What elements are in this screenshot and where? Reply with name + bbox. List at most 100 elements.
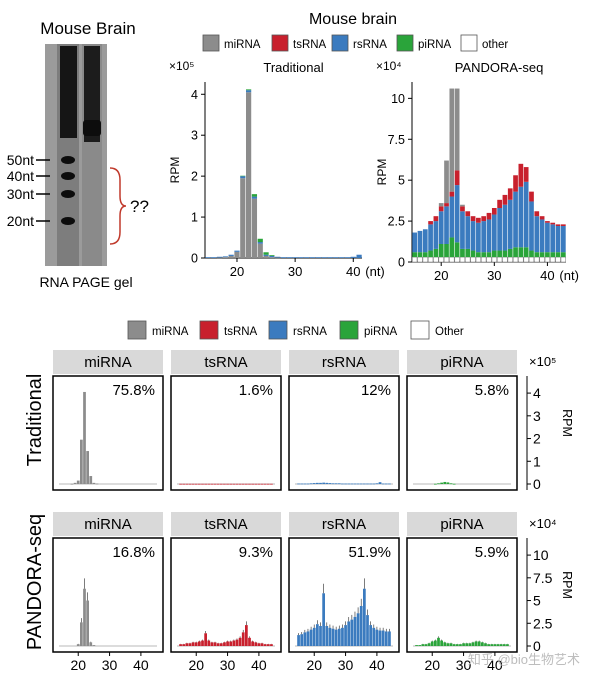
gel-question: ?? — [130, 197, 149, 216]
facet-bar-trad-tsrna — [241, 483, 245, 485]
facet-bar-trad-tsrna — [185, 483, 189, 485]
facet-bar-trad-tsrna — [201, 483, 204, 485]
pandora-bar-tsrna — [454, 170, 460, 186]
facet-bar-trad-tsrna — [248, 483, 251, 485]
facet-bar-pandora-rsrna — [388, 631, 391, 646]
pandora-bar-tsrna — [529, 191, 534, 202]
facet-strip-trad-tsrna — [171, 350, 281, 374]
facet-bar-pandora-pirna — [427, 643, 431, 646]
pandora-bar-tsrna — [476, 217, 481, 223]
pandora-bar-pirna — [497, 250, 502, 258]
pandora-bar-other — [539, 256, 545, 263]
traditional-bar-pirna — [251, 194, 258, 197]
traditional-bar-mirna — [228, 255, 234, 258]
facet-bar-trad-pirna — [437, 483, 440, 485]
facet-bar-trad-tsrna — [204, 483, 207, 485]
facet-bar-pandora-rsrna — [378, 630, 382, 646]
facet-bar-pandora-pirna — [490, 644, 494, 646]
facet-bar-pandora-rsrna — [331, 628, 335, 646]
facet-bar-trad-tsrna — [207, 483, 211, 485]
pandora-bar-mirna — [460, 204, 465, 207]
pandora-bar-rsrna — [417, 230, 423, 253]
facet-bar-pandora-tsrna — [263, 644, 267, 646]
facet-bar-trad-rsrna — [359, 483, 363, 485]
facet-percent-pandora-rsrna: 51.9% — [348, 544, 391, 561]
facet-bar-trad-pirna — [452, 483, 456, 485]
facet-bar-pandora-rsrna — [303, 632, 307, 646]
traditional-bar-mirna — [216, 257, 223, 259]
facet-bar-trad-pirna — [443, 481, 447, 484]
facet-bar-pandora-tsrna — [204, 633, 207, 646]
traditional-chart: Traditional ×10⁵ RPM 0 1 2 3 4 20 30 40 (nt) — [168, 59, 385, 279]
facet-bar-trad-tsrna — [229, 483, 233, 485]
pandora-y-exponent: ×10⁴ — [376, 59, 402, 73]
pandora-bar-other — [417, 256, 423, 263]
facet-bar-trad-tsrna — [216, 483, 220, 485]
pandora-ytick-label: 2.5 — [388, 215, 405, 229]
facet-grid: Traditional miRNA 75.8% tsRNA 1.6% rsRNA 12% pi… — [24, 350, 574, 673]
facet-percent-trad-rsrna: 12% — [361, 382, 391, 399]
traditional-xtick-label: 20 — [230, 264, 244, 279]
pandora-bar-rsrna — [470, 221, 476, 251]
traditional-bar-rsrna — [205, 257, 211, 258]
traditional-bar-mirna — [257, 243, 263, 258]
facet-ytick-label-pandora: 5 — [533, 593, 541, 609]
facet-xtick-label-pandora-pirna: 30 — [456, 657, 472, 673]
pandora-bar-rsrna — [555, 226, 561, 253]
traditional-ytick-label: 2 — [191, 170, 198, 184]
facet-bar-pandora-pirna — [418, 645, 422, 646]
pandora-ytick-label: 7.5 — [388, 133, 405, 147]
facet-bar-trad-rsrna — [309, 483, 313, 485]
traditional-ytick-label: 4 — [191, 88, 198, 102]
traditional-bar-rsrna — [350, 256, 356, 258]
pandora-bar-tsrna — [539, 216, 545, 220]
pandora-bar-pirna — [438, 244, 444, 258]
pandora-bar-rsrna — [497, 208, 502, 251]
facet-bar-pandora-pirna — [471, 642, 475, 646]
facet-bar-trad-tsrna — [219, 483, 223, 485]
facet-bar-pandora-tsrna — [229, 641, 233, 646]
facet-bar-pandora-rsrna — [375, 629, 379, 646]
facet-bar-pandora-pirna — [462, 643, 465, 646]
traditional-bar-pirna — [263, 252, 269, 255]
facet-ytick-label-trad: 4 — [533, 385, 541, 401]
traditional-xtick-label: 30 — [288, 264, 302, 279]
facet-title-pandora-pirna: piRNA — [440, 516, 483, 533]
pandora-ytick-label: 10 — [391, 92, 405, 106]
facet-bar-pandora-pirna — [502, 644, 506, 646]
pandora-bar-tsrna — [550, 222, 556, 225]
pandora-bar-tsrna — [555, 224, 561, 226]
pandora-bar-rsrna — [545, 222, 550, 253]
pandora-bar-tsrna — [507, 188, 513, 200]
facet-bar-trad-rsrna — [353, 483, 357, 485]
pandora-bar-rsrna — [422, 229, 428, 253]
facet-bar-trad-rsrna — [334, 483, 338, 485]
pandora-bar-rsrna — [412, 232, 418, 253]
facet-bar-trad-rsrna — [297, 483, 300, 485]
facet-xtick-label-pandora-pirna: 20 — [424, 657, 440, 673]
marker-label-20nt: 20nt — [7, 213, 34, 229]
traditional-bar-rsrna — [234, 250, 240, 252]
facet-panel-pandora-tsrna — [170, 537, 282, 653]
facet-panel-trad-rsrna — [288, 375, 400, 491]
traditional-y-exponent: ×10⁵ — [169, 59, 194, 73]
traditional-bar-rsrna — [286, 257, 292, 258]
facet-bar-pandora-mirna — [89, 642, 93, 646]
facet-bar-trad-tsrna — [182, 483, 186, 485]
pandora-bar-mirna — [438, 203, 444, 207]
traditional-bar-mirna — [251, 198, 258, 258]
facet-bar-pandora-pirna — [449, 643, 453, 646]
pandora-bar-tsrna — [518, 163, 524, 187]
pandora-bar-rsrna — [550, 224, 556, 253]
facet-bar-trad-rsrna — [325, 482, 329, 484]
facet-bar-pandora-rsrna — [359, 606, 363, 646]
pandora-bar-tsrna — [497, 199, 502, 208]
facet-bar-trad-tsrna — [251, 483, 254, 485]
facet-bar-pandora-pirna — [493, 644, 497, 646]
pandora-bar-other — [443, 256, 450, 263]
pandora-bar-tsrna — [481, 216, 487, 222]
facet-xtick-label-pandora-mirna: 20 — [70, 657, 86, 673]
facet-title-trad-tsrna: tsRNA — [204, 354, 247, 371]
facet-bar-pandora-pirna — [421, 644, 425, 646]
facet-percent-pandora-tsrna: 9.3% — [239, 544, 273, 561]
